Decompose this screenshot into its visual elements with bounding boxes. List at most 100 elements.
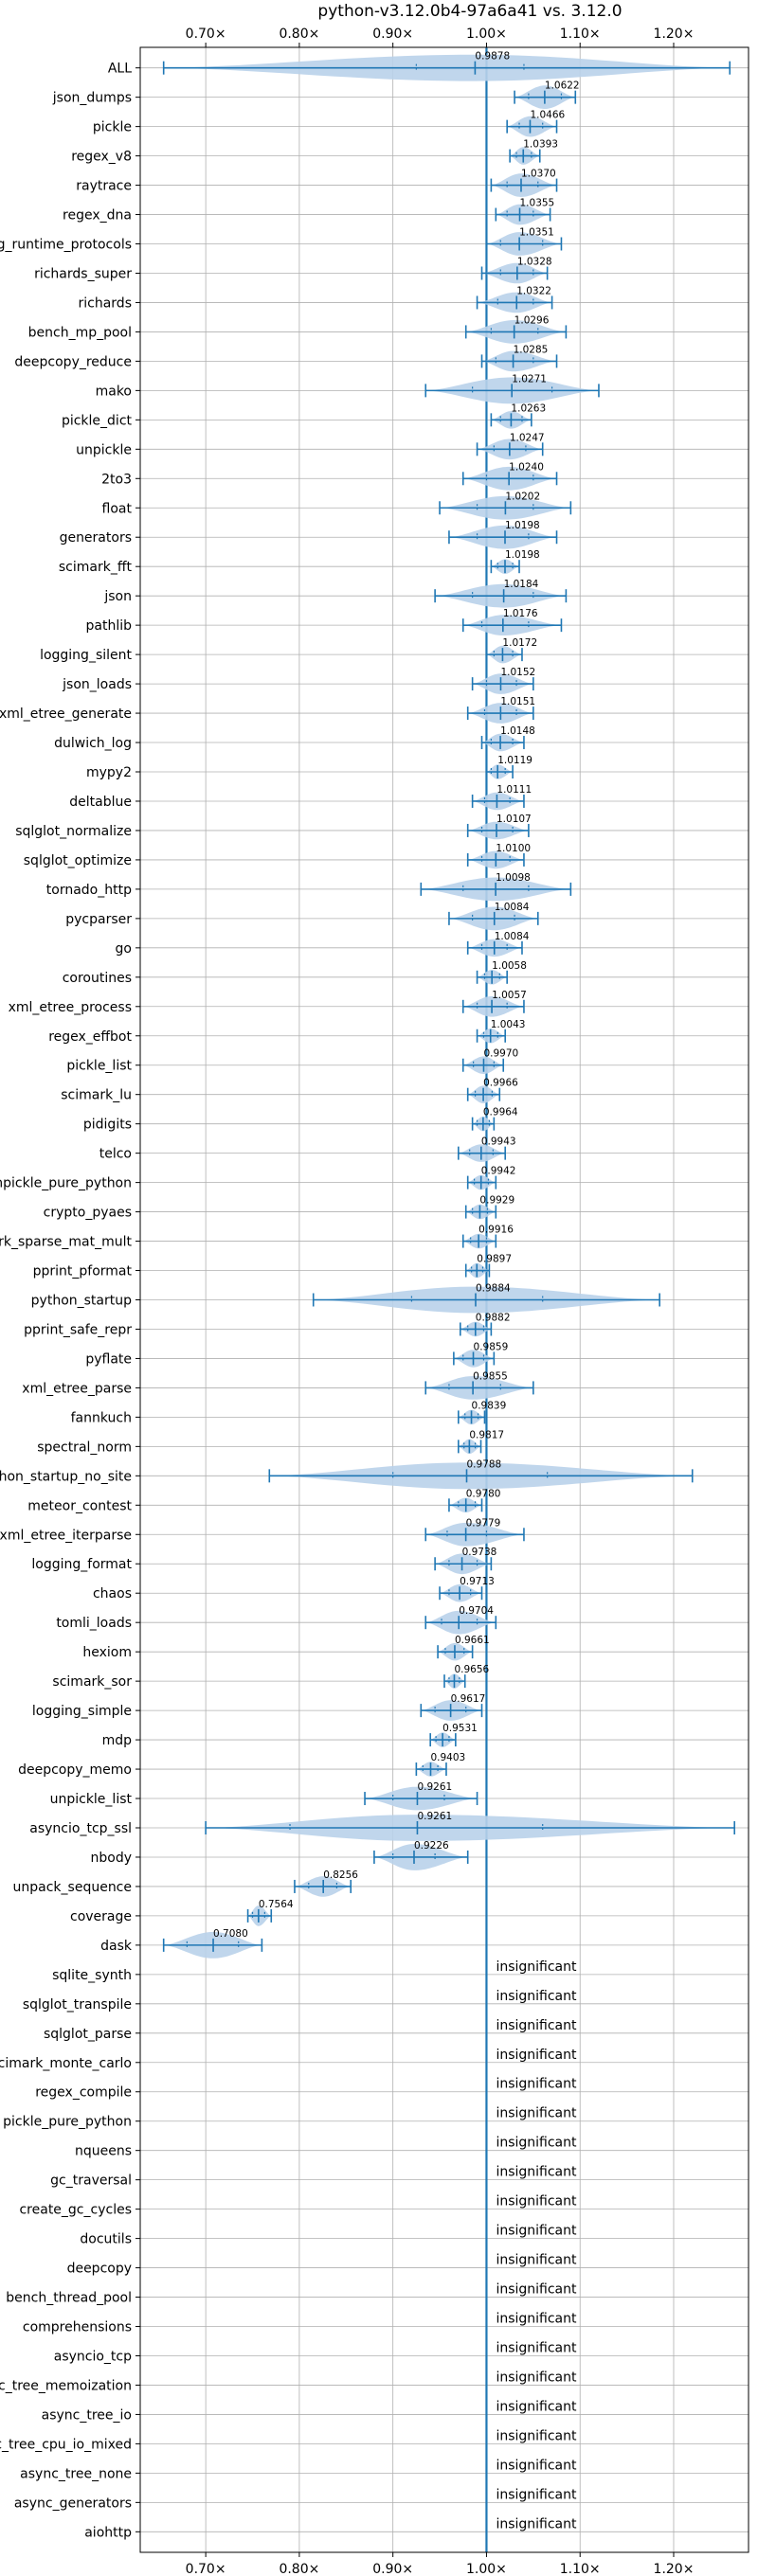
benchmark-name-label: async_generators — [14, 2496, 132, 2511]
benchmark-name-label: dask — [100, 1939, 133, 1954]
benchmark-name-label: chaos — [93, 1586, 132, 1601]
benchmark-name-label: float — [102, 501, 133, 516]
benchmark-name-label: sqlite_synth — [52, 1968, 132, 1983]
benchmark-name-label: regex_compile — [35, 2085, 132, 2101]
value-label: 1.0084 — [495, 902, 530, 913]
benchmark-name-label: deltablue — [69, 795, 132, 810]
benchmark-name-label: spectral_norm — [37, 1440, 132, 1455]
benchmark-name-label: mdp — [102, 1733, 133, 1748]
benchmark-name-label: logging_format — [31, 1557, 132, 1572]
insignificant-label: insignificant — [496, 2018, 577, 2033]
insignificant-label: insignificant — [496, 2516, 577, 2531]
value-label: 0.9943 — [481, 1136, 516, 1148]
value-label: 0.9970 — [483, 1048, 518, 1060]
value-label: 0.8256 — [323, 1869, 358, 1881]
value-label: 0.9916 — [478, 1225, 514, 1236]
value-label: 0.9261 — [417, 1811, 452, 1822]
value-label: 1.0172 — [502, 637, 537, 649]
value-label: 0.9661 — [455, 1635, 490, 1646]
benchmark-name-label: json_dumps — [52, 91, 132, 106]
insignificant-label: insignificant — [496, 2106, 577, 2121]
benchmark-name-label: comprehensions — [23, 2320, 132, 2335]
value-label: 0.9878 — [475, 51, 510, 63]
value-label: 0.9855 — [473, 1370, 508, 1382]
benchmark-name-label: nbody — [91, 1851, 133, 1866]
benchmark-name-label: xml_etree_process — [9, 1000, 132, 1015]
benchmark-name-label: regex_v8 — [71, 150, 132, 165]
x-tick-label-top: 0.70× — [186, 27, 226, 42]
x-tick-label-top: 1.00× — [466, 27, 507, 42]
value-label: 0.9704 — [459, 1605, 494, 1617]
value-label: 1.0152 — [500, 667, 535, 678]
benchmark-name-label: aiohttp — [84, 2525, 132, 2540]
value-label: 0.9788 — [467, 1458, 502, 1470]
benchmark-name-label: pickle_dict — [62, 413, 133, 428]
value-label: 1.0466 — [530, 110, 565, 121]
benchmark-name-label: generators — [60, 530, 132, 546]
benchmark-name-label: scimark_sparse_mat_mult — [0, 1235, 133, 1250]
value-label: 0.9656 — [454, 1664, 489, 1675]
benchmark-name-label: pycparser — [65, 912, 132, 927]
benchmark-name-label: tomli_loads — [56, 1616, 132, 1631]
benchmark-name-label: tornado_http — [46, 883, 132, 898]
benchmark-name-label: crypto_pyaes — [44, 1206, 132, 1221]
value-label: 1.0148 — [500, 725, 535, 737]
value-label: 1.0622 — [545, 80, 580, 92]
benchmark-name-label: asyncio_tcp_ssl — [29, 1821, 132, 1836]
benchmark-name-label: pidigits — [83, 1118, 132, 1133]
value-label: 1.0370 — [521, 169, 556, 180]
value-label: 0.9964 — [483, 1107, 518, 1118]
benchmark-name-label: coverage — [70, 1909, 132, 1924]
benchmark-name-label: xml_etree_iterparse — [0, 1528, 132, 1543]
x-tick-label-top: 0.90× — [372, 27, 413, 42]
value-label: 1.0084 — [495, 931, 530, 942]
benchmark-name-label: pprint_pformat — [33, 1264, 133, 1279]
value-label: 1.0285 — [514, 344, 549, 355]
value-label: 0.9531 — [442, 1723, 478, 1734]
benchmark-name-label: mako — [96, 384, 132, 399]
value-label: 1.0151 — [500, 696, 535, 707]
benchmark-name-label: sqlglot_transpile — [23, 1997, 132, 2012]
insignificant-label: insignificant — [496, 2399, 577, 2414]
chart-title: python-v3.12.0b4-97a6a41 vs. 3.12.0 — [317, 2, 622, 21]
insignificant-label: insignificant — [496, 2136, 577, 2151]
benchmark-name-label: regex_dna — [63, 208, 132, 224]
benchmark-name-label: json — [103, 589, 132, 604]
value-label: 1.0176 — [503, 608, 538, 619]
insignificant-label: insignificant — [496, 2487, 577, 2502]
value-label: 0.9929 — [479, 1195, 514, 1207]
benchmark-name-label: nqueens — [75, 2144, 132, 2159]
insignificant-label: insignificant — [496, 2312, 577, 2327]
benchmark-name-label: unpack_sequence — [13, 1880, 132, 1895]
value-label: 0.9713 — [460, 1576, 495, 1587]
value-label: 1.0058 — [492, 960, 527, 972]
axes-layer: 0.70× 0.70× 0.80× 0.80× 0.90× 0.90× 1.00× 1.00×… — [0, 27, 749, 2576]
insignificant-label: insignificant — [496, 2458, 577, 2473]
value-label: 1.0107 — [496, 814, 532, 825]
benchmark-name-label: raytrace — [76, 179, 132, 194]
benchmark-name-label: pickle — [93, 120, 132, 135]
value-label: 1.0198 — [505, 520, 540, 531]
value-label: 1.0351 — [519, 227, 554, 239]
value-label: 1.0119 — [497, 755, 532, 766]
value-label: 1.0198 — [505, 549, 540, 561]
benchmark-name-label: scimark_monte_carlo — [0, 2056, 132, 2071]
insignificant-label: insignificant — [496, 2253, 577, 2268]
value-label: 0.9403 — [430, 1752, 465, 1763]
benchmark-name-label: logging_silent — [40, 648, 132, 663]
x-tick-label-bottom: 1.00× — [466, 2562, 507, 2576]
value-label: 1.0240 — [509, 461, 544, 473]
benchmark-name-label: xml_etree_generate — [0, 707, 132, 722]
value-label: 1.0393 — [523, 139, 558, 151]
benchmark-name-label: dulwich_log — [54, 736, 132, 751]
benchmark-name-label: richards — [79, 295, 133, 311]
value-label: 0.9884 — [476, 1283, 511, 1295]
value-label: 1.0184 — [504, 579, 539, 590]
value-label: 0.9882 — [476, 1312, 511, 1323]
benchmark-name-label: docutils — [80, 2232, 132, 2247]
benchmark-name-label: richards_super — [34, 266, 132, 281]
benchmark-name-label: scimark_lu — [61, 1088, 132, 1103]
benchmark-name-label: deepcopy_reduce — [14, 354, 132, 369]
value-label: 0.9859 — [474, 1341, 509, 1352]
benchmark-name-label: regex_effbot — [48, 1029, 132, 1045]
